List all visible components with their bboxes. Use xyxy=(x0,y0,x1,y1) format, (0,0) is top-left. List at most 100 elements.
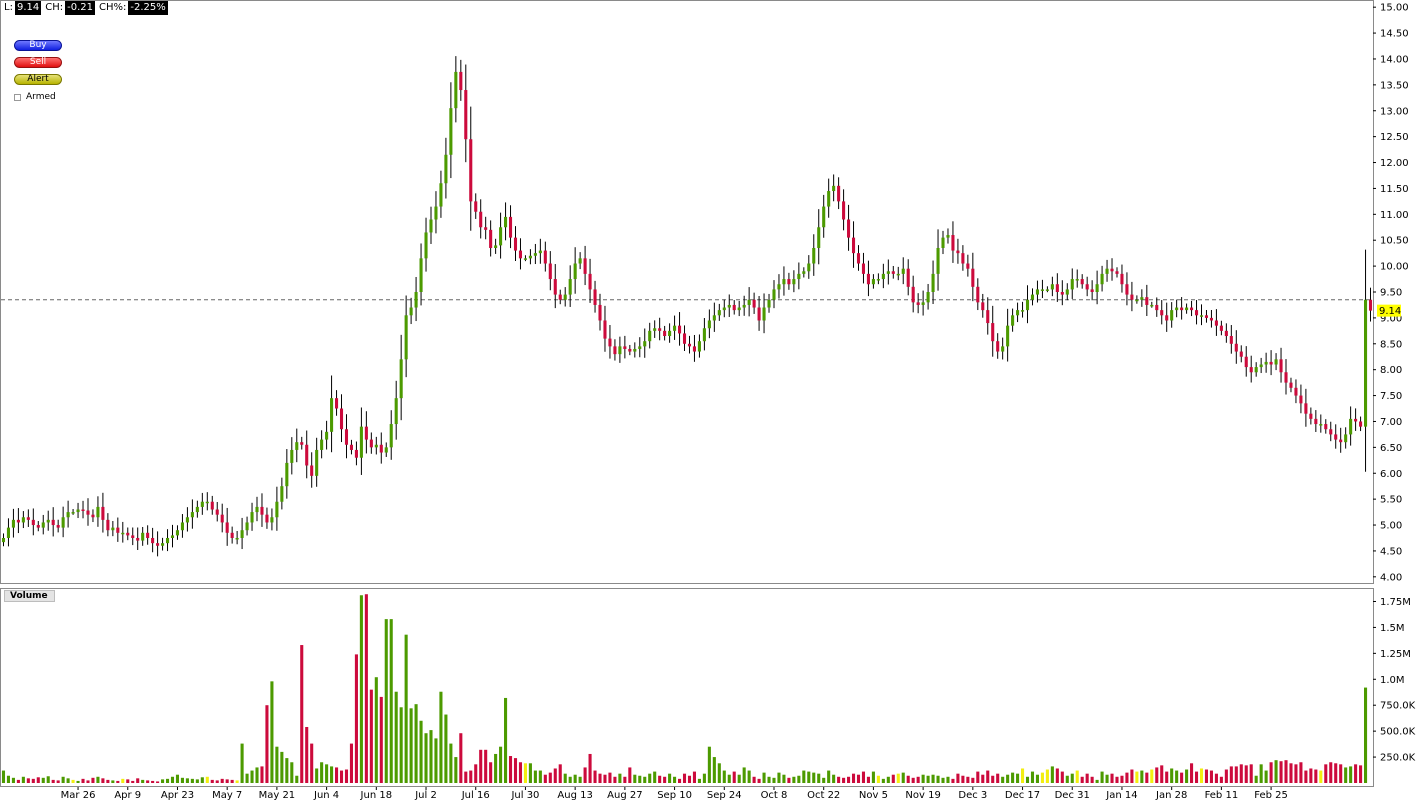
volume-bar xyxy=(1060,771,1064,783)
candle-body xyxy=(81,509,85,511)
armed-toggle: Armed xyxy=(14,92,56,102)
candle-body xyxy=(305,444,309,466)
volume-bar xyxy=(180,777,184,783)
date-tick-label: May 7 xyxy=(212,790,242,801)
buy-control: Buy xyxy=(14,40,62,51)
volume-bar xyxy=(1165,771,1169,783)
volume-bar xyxy=(464,771,468,783)
volume-bar xyxy=(563,773,567,783)
volume-bar xyxy=(538,770,542,783)
volume-bar xyxy=(558,764,562,783)
volume-bar xyxy=(285,758,289,783)
candle-body xyxy=(856,253,861,264)
volume-bar xyxy=(638,775,642,783)
candle-body xyxy=(444,154,448,184)
candle-body xyxy=(449,108,453,155)
candle-body xyxy=(941,237,945,248)
volume-bar xyxy=(419,720,423,783)
candle-body xyxy=(126,532,130,536)
candle-body xyxy=(1021,310,1025,312)
candle-body xyxy=(26,517,30,520)
volume-bar xyxy=(1359,765,1363,783)
volume-bar xyxy=(1269,762,1273,783)
candle-body xyxy=(339,408,344,430)
volume-bar xyxy=(320,762,324,783)
volume-bar xyxy=(822,777,826,783)
candle-body xyxy=(1030,294,1035,300)
volume-bar xyxy=(911,777,915,783)
candle-body xyxy=(335,398,339,409)
candle-body xyxy=(499,227,503,246)
candle-body xyxy=(996,341,1000,352)
volume-bar xyxy=(280,751,284,783)
buy-button[interactable]: Buy xyxy=(14,40,62,51)
candle-body xyxy=(265,514,269,523)
volume-bar xyxy=(663,776,667,783)
volume-bar xyxy=(126,779,130,783)
volume-bar xyxy=(782,774,786,783)
candle-body xyxy=(991,323,995,342)
volume-bar xyxy=(504,697,508,783)
candle-body xyxy=(638,346,642,349)
candle-body xyxy=(847,219,851,238)
candle-body xyxy=(628,348,632,352)
volume-bar xyxy=(295,775,299,783)
candle-body xyxy=(1299,395,1303,404)
volume-bar xyxy=(1289,763,1293,783)
candle-body xyxy=(1249,367,1253,373)
candle-body xyxy=(36,525,40,528)
volume-bar xyxy=(354,654,358,783)
volume-bar xyxy=(772,777,776,783)
candle-body xyxy=(1055,284,1059,292)
candle-body xyxy=(752,299,756,308)
sell-button[interactable]: Sell xyxy=(14,57,62,68)
candle-body xyxy=(1224,330,1228,337)
volume-bar xyxy=(916,776,920,783)
armed-checkbox[interactable] xyxy=(14,93,21,101)
candle-body xyxy=(41,522,45,528)
candle-body xyxy=(61,517,65,528)
candle-body xyxy=(757,307,761,321)
candle-body xyxy=(295,442,299,450)
candle-body xyxy=(96,506,100,518)
volume-bar xyxy=(623,776,627,783)
volume-bar xyxy=(996,773,1000,783)
candle-body xyxy=(548,263,552,280)
volume-bar xyxy=(802,770,806,783)
volume-bar xyxy=(36,777,40,783)
candle-body xyxy=(300,442,304,445)
volume-bar xyxy=(1354,764,1358,783)
volume-bar xyxy=(136,778,140,783)
candle-body xyxy=(682,333,687,344)
volume-bar xyxy=(56,780,60,783)
candle-body xyxy=(409,307,413,316)
volume-bar xyxy=(578,776,582,783)
candle-body xyxy=(1204,315,1209,318)
candle-body xyxy=(290,449,294,463)
candle-body xyxy=(190,512,194,518)
candle-body xyxy=(91,514,95,518)
candle-body xyxy=(479,211,483,228)
candle-body xyxy=(881,273,885,280)
candle-body xyxy=(1065,289,1069,295)
candle-body xyxy=(583,258,587,274)
candle-body xyxy=(981,302,985,311)
alert-button[interactable]: Alert xyxy=(14,74,62,85)
date-tick-label: Dec 3 xyxy=(958,790,987,801)
candle-body xyxy=(971,268,975,287)
candle-body xyxy=(136,537,140,541)
volume-bar xyxy=(260,766,264,783)
volume-bar xyxy=(1349,766,1353,783)
volume-bar xyxy=(1016,773,1020,783)
volume-bar xyxy=(1224,769,1228,783)
volume-bar xyxy=(175,774,180,783)
volume-bar xyxy=(598,773,602,783)
volume-bar xyxy=(335,767,339,783)
volume-bar xyxy=(479,749,483,783)
volume-bar xyxy=(1055,768,1059,783)
candle-body xyxy=(419,258,423,292)
candle-body xyxy=(1080,279,1084,285)
price-tick-label: 10.50 xyxy=(1380,236,1409,247)
candle-body xyxy=(1279,359,1283,373)
volume-bar xyxy=(374,677,378,783)
